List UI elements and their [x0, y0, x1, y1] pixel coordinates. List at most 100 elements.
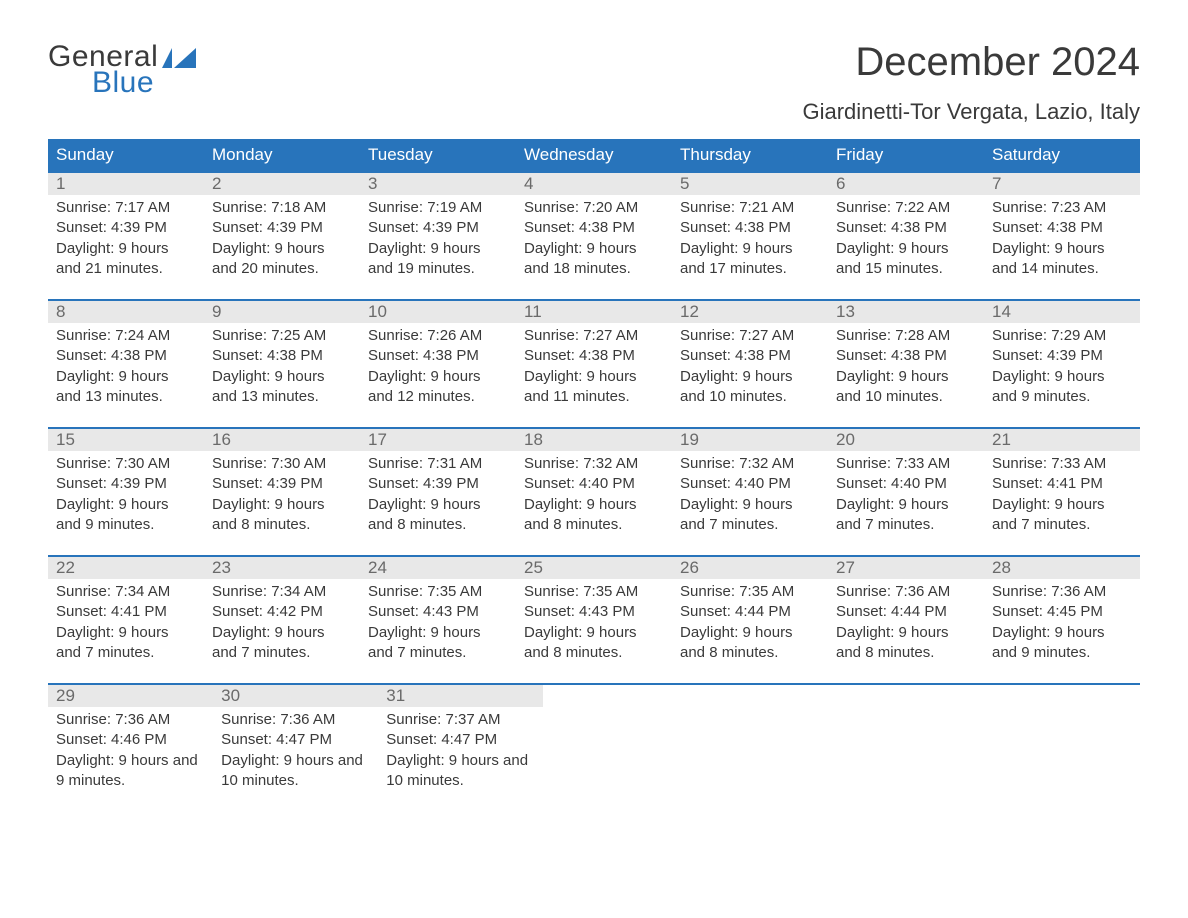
day-cell: 15Sunrise: 7:30 AMSunset: 4:39 PMDayligh… — [48, 429, 204, 541]
empty-day — [693, 685, 842, 797]
day-number: 19 — [672, 429, 828, 451]
sunrise-line: Sunrise: 7:20 AM — [524, 198, 664, 218]
sunset-line: Sunset: 4:39 PM — [56, 474, 196, 494]
day-number: 24 — [360, 557, 516, 579]
sunrise-line: Sunrise: 7:34 AM — [212, 582, 352, 602]
day-cell: 17Sunrise: 7:31 AMSunset: 4:39 PMDayligh… — [360, 429, 516, 541]
sunrise-line: Sunrise: 7:36 AM — [56, 710, 205, 730]
daylight-line: Daylight: 9 hours and 8 minutes. — [524, 495, 664, 536]
day-details: Sunrise: 7:27 AMSunset: 4:38 PMDaylight:… — [524, 326, 664, 407]
sunrise-line: Sunrise: 7:32 AM — [680, 454, 820, 474]
sunset-line: Sunset: 4:44 PM — [836, 602, 976, 622]
daylight-line: Daylight: 9 hours and 8 minutes. — [368, 495, 508, 536]
sunrise-line: Sunrise: 7:35 AM — [524, 582, 664, 602]
day-details: Sunrise: 7:18 AMSunset: 4:39 PMDaylight:… — [212, 198, 352, 279]
day-cell: 2Sunrise: 7:18 AMSunset: 4:39 PMDaylight… — [204, 173, 360, 285]
day-cell: 14Sunrise: 7:29 AMSunset: 4:39 PMDayligh… — [984, 301, 1140, 413]
day-details: Sunrise: 7:37 AMSunset: 4:47 PMDaylight:… — [386, 710, 535, 791]
day-cell: 27Sunrise: 7:36 AMSunset: 4:44 PMDayligh… — [828, 557, 984, 669]
sunrise-line: Sunrise: 7:23 AM — [992, 198, 1132, 218]
sunset-line: Sunset: 4:46 PM — [56, 730, 205, 750]
day-details: Sunrise: 7:31 AMSunset: 4:39 PMDaylight:… — [368, 454, 508, 535]
day-number: 16 — [204, 429, 360, 451]
day-cell: 7Sunrise: 7:23 AMSunset: 4:38 PMDaylight… — [984, 173, 1140, 285]
day-cell: 19 Sunrise: 7:32 AMSunset: 4:40 PMDayligh… — [672, 429, 828, 541]
daylight-line: Daylight: 9 hours and 10 minutes. — [836, 367, 976, 408]
day-number: 10 — [360, 301, 516, 323]
daylight-line: Daylight: 9 hours and 8 minutes. — [524, 623, 664, 664]
day-number: 1 — [48, 173, 204, 195]
weekday-header: Wednesday — [516, 139, 672, 171]
day-details: Sunrise: 7:35 AMSunset: 4:43 PMDaylight:… — [524, 582, 664, 663]
day-number: 6 — [828, 173, 984, 195]
week-row: 22Sunrise: 7:34 AMSunset: 4:41 PMDayligh… — [48, 555, 1140, 669]
weekday-header: Saturday — [984, 139, 1140, 171]
daylight-line: Daylight: 9 hours and 7 minutes. — [212, 623, 352, 664]
day-cell: 12Sunrise: 7:27 AMSunset: 4:38 PMDayligh… — [672, 301, 828, 413]
day-cell: 18Sunrise: 7:32 AMSunset: 4:40 PMDayligh… — [516, 429, 672, 541]
logo: General Blue — [48, 40, 196, 100]
day-details: Sunrise: 7:22 AMSunset: 4:38 PMDaylight:… — [836, 198, 976, 279]
sunset-line: Sunset: 4:38 PM — [368, 346, 508, 366]
day-details: Sunrise: 7:36 AMSunset: 4:46 PMDaylight:… — [56, 710, 205, 791]
header-row: General Blue December 2024 Giardinetti-T… — [48, 40, 1140, 125]
sunrise-line: Sunrise: 7:36 AM — [836, 582, 976, 602]
sunrise-line: Sunrise: 7:33 AM — [836, 454, 976, 474]
day-details: Sunrise: 7:27 AMSunset: 4:38 PMDaylight:… — [680, 326, 820, 407]
sunset-line: Sunset: 4:42 PM — [212, 602, 352, 622]
day-number: 7 — [984, 173, 1140, 195]
day-cell: 23Sunrise: 7:34 AMSunset: 4:42 PMDayligh… — [204, 557, 360, 669]
title-block: December 2024 Giardinetti-Tor Vergata, L… — [803, 40, 1141, 125]
sunrise-line: Sunrise: 7:27 AM — [524, 326, 664, 346]
sunset-line: Sunset: 4:38 PM — [212, 346, 352, 366]
month-title: December 2024 — [803, 40, 1141, 85]
sunrise-line: Sunrise: 7:25 AM — [212, 326, 352, 346]
sunset-line: Sunset: 4:40 PM — [680, 474, 820, 494]
day-cell: 28Sunrise: 7:36 AMSunset: 4:45 PMDayligh… — [984, 557, 1140, 669]
sunrise-line: Sunrise: 7:24 AM — [56, 326, 196, 346]
sunset-line: Sunset: 4:43 PM — [368, 602, 508, 622]
day-details: Sunrise: 7:24 AMSunset: 4:38 PMDaylight:… — [56, 326, 196, 407]
sunset-line: Sunset: 4:44 PM — [680, 602, 820, 622]
sunrise-line: Sunrise: 7:18 AM — [212, 198, 352, 218]
daylight-line: Daylight: 9 hours and 9 minutes. — [56, 751, 205, 792]
weekday-header: Friday — [828, 139, 984, 171]
day-details: Sunrise: 7:28 AMSunset: 4:38 PMDaylight:… — [836, 326, 976, 407]
day-number: 30 — [213, 685, 378, 707]
day-cell: 9Sunrise: 7:25 AMSunset: 4:38 PMDaylight… — [204, 301, 360, 413]
day-cell: 31Sunrise: 7:37 AMSunset: 4:47 PMDayligh… — [378, 685, 543, 797]
sunset-line: Sunset: 4:41 PM — [992, 474, 1132, 494]
day-details: Sunrise: 7:32 AMSunset: 4:40 PMDaylight:… — [680, 454, 820, 535]
day-cell: 20Sunrise: 7:33 AMSunset: 4:40 PMDayligh… — [828, 429, 984, 541]
daylight-line: Daylight: 9 hours and 10 minutes. — [386, 751, 535, 792]
day-number: 15 — [48, 429, 204, 451]
day-number: 11 — [516, 301, 672, 323]
sunset-line: Sunset: 4:38 PM — [524, 218, 664, 238]
day-cell: 25Sunrise: 7:35 AMSunset: 4:43 PMDayligh… — [516, 557, 672, 669]
day-details: Sunrise: 7:33 AMSunset: 4:40 PMDaylight:… — [836, 454, 976, 535]
day-cell: 16 Sunrise: 7:30 AMSunset: 4:39 PMDayligh… — [204, 429, 360, 541]
day-details: Sunrise: 7:36 AMSunset: 4:45 PMDaylight:… — [992, 582, 1132, 663]
sunrise-line: Sunrise: 7:19 AM — [368, 198, 508, 218]
daylight-line: Daylight: 9 hours and 9 minutes. — [992, 623, 1132, 664]
sunset-line: Sunset: 4:43 PM — [524, 602, 664, 622]
daylight-line: Daylight: 9 hours and 9 minutes. — [992, 367, 1132, 408]
day-number: 26 — [672, 557, 828, 579]
calendar: SundayMondayTuesdayWednesdayThursdayFrid… — [48, 139, 1140, 797]
daylight-line: Daylight: 9 hours and 7 minutes. — [368, 623, 508, 664]
location-subtitle: Giardinetti-Tor Vergata, Lazio, Italy — [803, 99, 1141, 125]
day-cell: 24Sunrise: 7:35 AMSunset: 4:43 PMDayligh… — [360, 557, 516, 669]
sunset-line: Sunset: 4:38 PM — [992, 218, 1132, 238]
day-cell: 1Sunrise: 7:17 AMSunset: 4:39 PMDaylight… — [48, 173, 204, 285]
sunrise-line: Sunrise: 7:21 AM — [680, 198, 820, 218]
empty-day — [842, 685, 991, 797]
sunset-line: Sunset: 4:38 PM — [836, 218, 976, 238]
week-row: 29Sunrise: 7:36 AMSunset: 4:46 PMDayligh… — [48, 683, 1140, 797]
day-details: Sunrise: 7:19 AMSunset: 4:39 PMDaylight:… — [368, 198, 508, 279]
weekday-header: Monday — [204, 139, 360, 171]
day-number: 9 — [204, 301, 360, 323]
day-number: 8 — [48, 301, 204, 323]
flag-icon — [162, 48, 196, 68]
day-details: Sunrise: 7:30 AMSunset: 4:39 PMDaylight:… — [212, 454, 352, 535]
weekday-header-row: SundayMondayTuesdayWednesdayThursdayFrid… — [48, 139, 1140, 171]
